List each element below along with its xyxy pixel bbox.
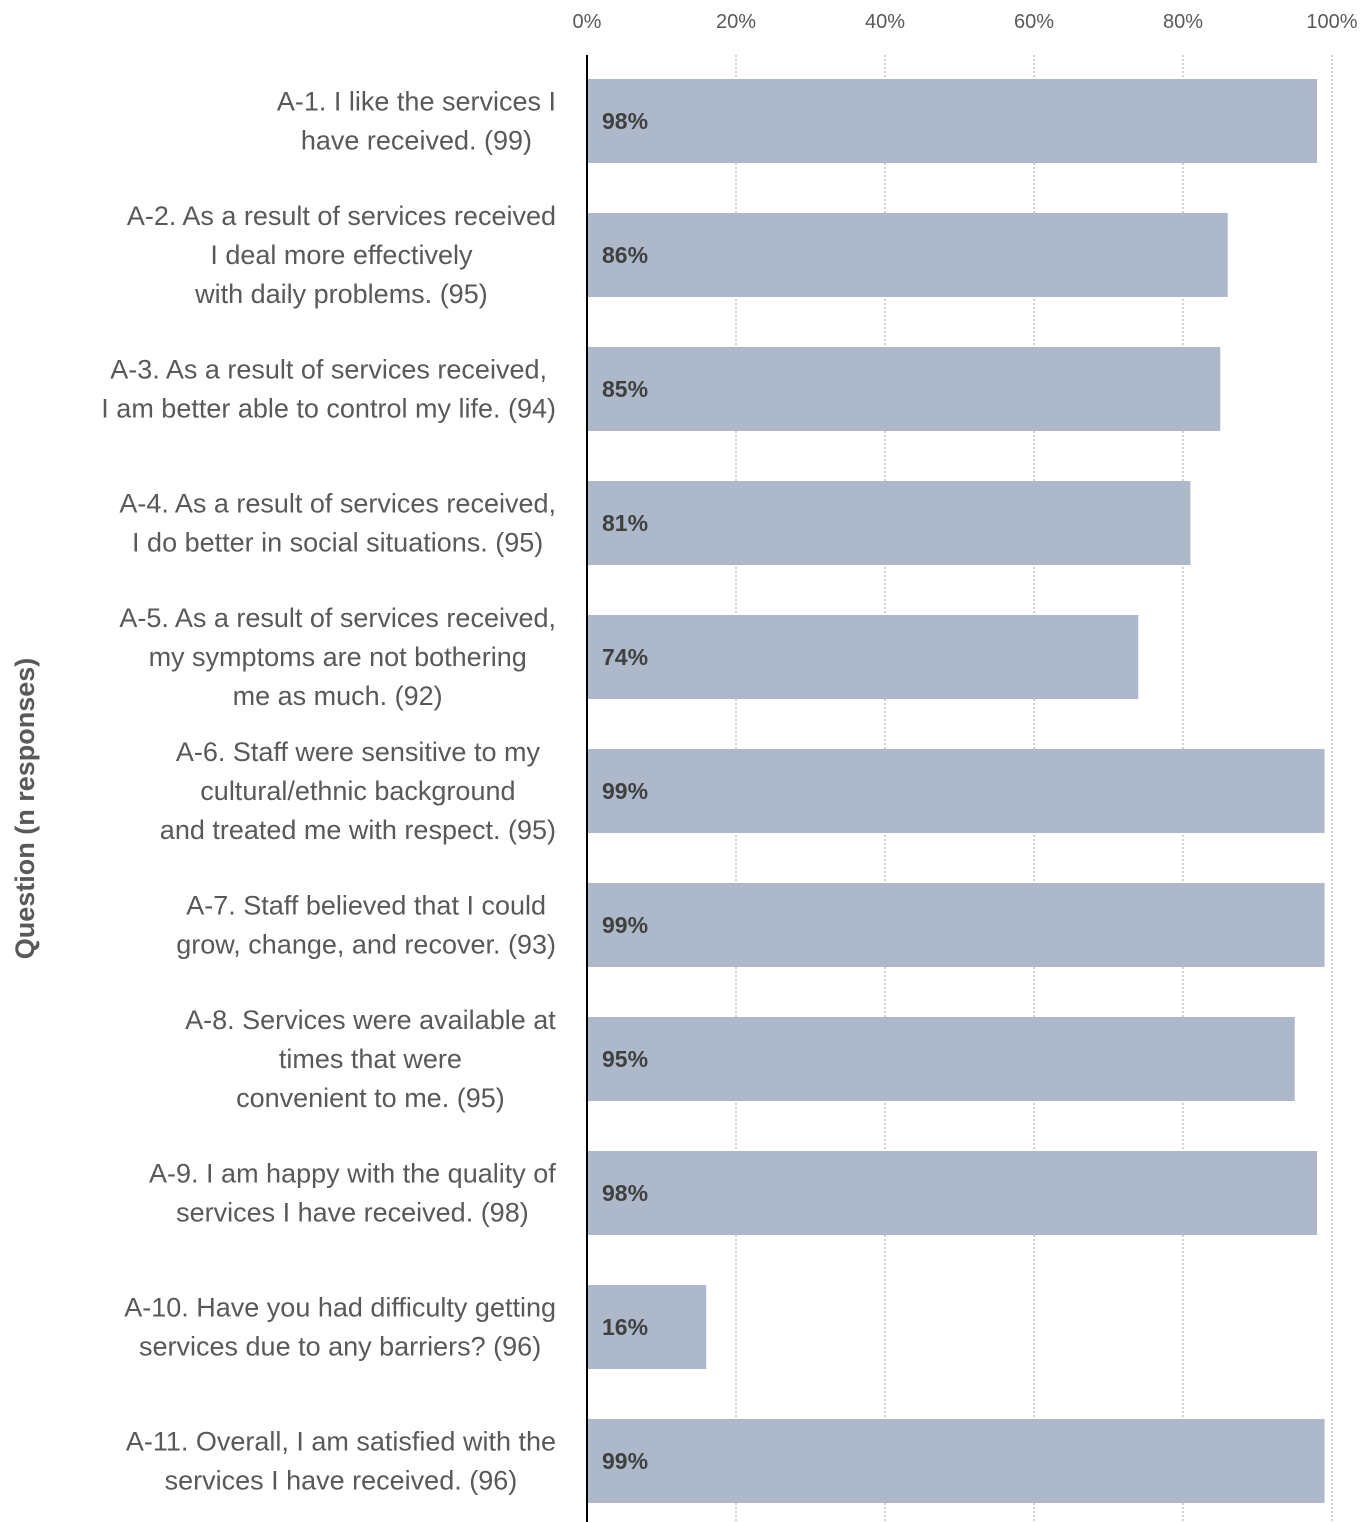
- category-label-line: I deal more effectively: [210, 240, 473, 270]
- bar: [587, 1419, 1325, 1503]
- category-label: A-1. I like the services I have received.…: [277, 87, 556, 156]
- category-label: A-2. As a result of services received I d…: [127, 201, 556, 309]
- bar: [587, 883, 1325, 967]
- x-tick-label: 100%: [1306, 11, 1357, 33]
- data-label: 99%: [602, 912, 648, 938]
- x-tick-label: 20%: [716, 11, 756, 33]
- category-label-line: I do better in social situations. (95): [132, 528, 543, 558]
- y-axis-title: Question (n responses): [10, 658, 40, 960]
- bar: [587, 1017, 1295, 1101]
- bar: [587, 1285, 707, 1369]
- category-label: A-10. Have you had difficulty getting ser…: [124, 1293, 556, 1362]
- category-label-line: A-3. As a result of services received,: [110, 355, 547, 385]
- bar: [587, 615, 1139, 699]
- category-label: A-3. As a result of services received, I …: [101, 355, 556, 424]
- category-label-line: A-1. I like the services I: [277, 87, 556, 117]
- data-label: 74%: [602, 644, 648, 670]
- category-label-line: A-7. Staff believed that I could: [186, 891, 546, 921]
- category-label-line: convenient to me. (95): [236, 1083, 505, 1113]
- x-tick-label: 80%: [1163, 11, 1203, 33]
- bar: [587, 749, 1325, 833]
- category-label-line: services I have received. (96): [165, 1466, 518, 1496]
- x-tick-label: 40%: [865, 11, 905, 33]
- category-label: A-6. Staff were sensitive to my cultural/…: [160, 737, 556, 845]
- data-label: 99%: [602, 778, 648, 804]
- bar: [587, 1151, 1318, 1235]
- category-label-line: my symptoms are not bothering: [149, 642, 527, 672]
- bars: [587, 79, 1325, 1503]
- data-label: 86%: [602, 242, 648, 268]
- bar: [587, 347, 1221, 431]
- data-label: 85%: [602, 376, 648, 402]
- category-labels: A-1. I like the services I have received.…: [101, 87, 556, 1496]
- category-label: A-8. Services were available at times tha…: [185, 1005, 556, 1113]
- category-label-line: A-2. As a result of services received: [127, 201, 556, 231]
- x-tick-label: 0%: [573, 11, 602, 33]
- data-label: 98%: [602, 108, 648, 134]
- category-label-line: me as much. (92): [233, 681, 443, 711]
- category-label-line: services I have received. (98): [176, 1198, 529, 1228]
- category-label: A-4. As a result of services received, I …: [119, 489, 556, 558]
- bar: [587, 79, 1318, 163]
- data-label: 98%: [602, 1180, 648, 1206]
- category-label: A-11. Overall, I am satisfied with the se…: [126, 1427, 556, 1496]
- bar: [587, 481, 1191, 565]
- category-label-line: with daily problems. (95): [194, 279, 488, 309]
- category-label-line: cultural/ethnic background: [200, 776, 515, 806]
- category-label-line: services due to any barriers? (96): [139, 1332, 541, 1362]
- category-label-line: times that were: [279, 1044, 462, 1074]
- category-label-line: A-11. Overall, I am satisfied with the: [126, 1427, 556, 1457]
- category-label-line: and treated me with respect. (95): [160, 815, 556, 845]
- category-label-line: A-6. Staff were sensitive to my: [176, 737, 541, 767]
- category-label-line: A-8. Services were available at: [185, 1005, 556, 1035]
- category-label: A-9. I am happy with the quality of servi…: [149, 1159, 556, 1228]
- category-label-line: grow, change, and recover. (93): [176, 930, 556, 960]
- category-label-line: A-4. As a result of services received,: [119, 489, 556, 519]
- category-label: A-5. As a result of services received, my…: [119, 603, 556, 711]
- x-tick-label: 60%: [1014, 11, 1054, 33]
- data-labels: 98% 86% 85% 81% 74% 99% 99% 95% 98% 16% 99%: [602, 108, 648, 1474]
- data-label: 16%: [602, 1314, 648, 1340]
- x-axis-ticks: 0% 20% 40% 60% 80% 100%: [573, 11, 1358, 33]
- category-label-line: A-5. As a result of services received,: [119, 603, 556, 633]
- data-label: 99%: [602, 1448, 648, 1474]
- data-label: 95%: [602, 1046, 648, 1072]
- category-label-line: A-9. I am happy with the quality of: [149, 1159, 556, 1189]
- category-label-line: I am better able to control my life. (94…: [101, 394, 556, 424]
- category-label-line: A-10. Have you had difficulty getting: [124, 1293, 556, 1323]
- data-label: 81%: [602, 510, 648, 536]
- category-label: A-7. Staff believed that I could grow, ch…: [176, 891, 556, 960]
- bar: [587, 213, 1228, 297]
- category-label-line: have received. (99): [301, 126, 532, 156]
